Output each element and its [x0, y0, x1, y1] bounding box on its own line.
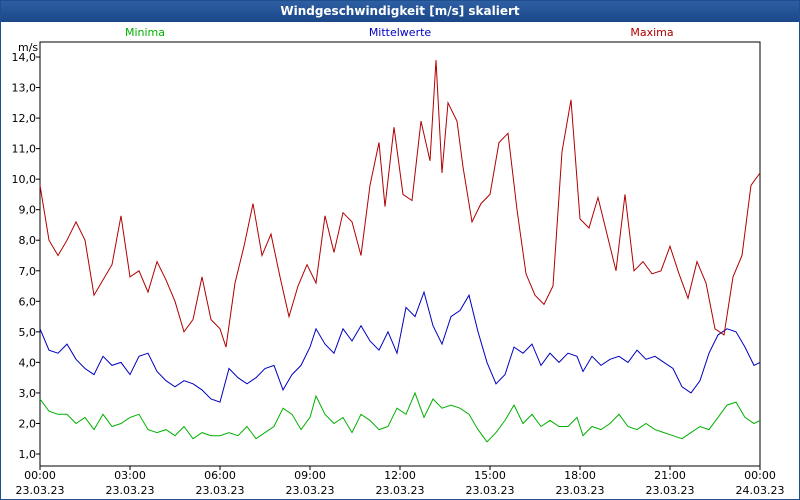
x-tick-date-label: 23.03.23 — [286, 484, 335, 497]
series-line-mittelwerte — [39, 290, 761, 403]
x-tick-date-label: 23.03.23 — [646, 484, 695, 497]
series-line-maxima — [39, 60, 761, 348]
legend-minima: Minima — [125, 26, 165, 39]
x-tick-time-label: 21:00 — [654, 469, 686, 482]
x-tick-date-label: 23.03.23 — [376, 484, 425, 497]
legend-mittelwerte: Mittelwerte — [369, 26, 432, 39]
x-tick-time-label: 00:00 — [24, 469, 56, 482]
y-axis-unit-label: m/s — [18, 41, 38, 54]
x-tick-time-label: 15:00 — [474, 469, 506, 482]
series-line-minima — [39, 391, 761, 443]
y-tick-label: 5,0 — [19, 326, 37, 339]
x-tick-time-label: 18:00 — [564, 469, 596, 482]
x-tick-time-label: 12:00 — [384, 469, 416, 482]
y-tick-label: 6,0 — [19, 295, 37, 308]
x-tick-time-label: 09:00 — [294, 469, 326, 482]
chart-title: Windgeschwindigkeit [m/s] skaliert — [1, 1, 799, 22]
x-tick-date-label: 23.03.23 — [16, 484, 65, 497]
axes — [36, 41, 761, 470]
y-tick-label: 14,0 — [12, 51, 37, 64]
axis-labels: 1,0 2,0 3,0 4,0 5,0 6,0 7,0 8,0 9,0 10,0 11,0 12,0 1… — [12, 26, 785, 497]
y-tick-label: 7,0 — [19, 265, 37, 278]
series-lines — [39, 60, 761, 443]
y-tick-label: 1,0 — [19, 448, 37, 461]
x-tick-date-label: 23.03.23 — [556, 484, 605, 497]
y-tick-label: 10,0 — [12, 173, 37, 186]
x-tick-date-label: 23.03.23 — [466, 484, 515, 497]
plot-area — [39, 41, 761, 467]
y-tick-label: 3,0 — [19, 387, 37, 400]
y-tick-label: 12,0 — [12, 112, 37, 125]
y-tick-label: 4,0 — [19, 356, 37, 369]
x-tick-date-label: 24.03.23 — [736, 484, 785, 497]
y-tick-label: 8,0 — [19, 234, 37, 247]
y-tick-label: 2,0 — [19, 417, 37, 430]
y-tick-label: 13,0 — [12, 82, 37, 95]
x-tick-time-label: 06:00 — [204, 469, 236, 482]
y-tick-label: 9,0 — [19, 204, 37, 217]
x-tick-time-label: 03:00 — [114, 469, 146, 482]
x-tick-date-label: 23.03.23 — [196, 484, 245, 497]
y-tick-label: 11,0 — [12, 143, 37, 156]
x-tick-date-label: 23.03.23 — [106, 484, 155, 497]
x-tick-time-label: 00:00 — [744, 469, 776, 482]
legend-maxima: Maxima — [630, 26, 673, 39]
